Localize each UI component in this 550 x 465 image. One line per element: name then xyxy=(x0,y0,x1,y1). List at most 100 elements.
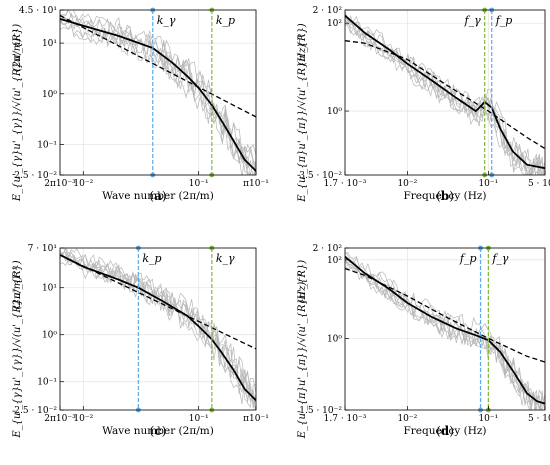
panel-caption: (a) xyxy=(149,189,166,203)
individual-spectrum-line xyxy=(345,23,545,175)
plot-frame xyxy=(344,247,546,411)
x-tick-label: 10⁻¹ xyxy=(189,414,209,424)
individual-spectrum-line xyxy=(345,261,545,410)
panel-caption: (d) xyxy=(436,424,454,438)
fit-line xyxy=(345,40,545,150)
y-tick-label: 10² xyxy=(327,19,342,29)
individual-spectrum-line xyxy=(345,260,545,410)
x-tick-label: 10⁻² xyxy=(73,179,93,189)
x-tick-label: 10⁻² xyxy=(73,414,93,424)
chart-panel-d: f_p f_γ 1.7 · 10⁻³ 10⁻² 10⁻¹ 5 · 10⁻¹ 2 · 10² 1… xyxy=(297,244,550,439)
caption-letter: b xyxy=(441,189,449,203)
individual-spectrum-line xyxy=(60,10,256,155)
x-axis-label: Wave number (2π/m) xyxy=(102,190,214,202)
plot-area xyxy=(60,10,256,175)
y-tick-label: 2.5 · 10⁻² xyxy=(14,406,57,416)
caption-close: ) xyxy=(449,424,454,438)
plot-area xyxy=(345,251,545,410)
plot-frame xyxy=(59,247,257,411)
individual-spectrum-line xyxy=(60,251,256,410)
marker-label: k_p xyxy=(216,14,235,27)
individual-spectrum-line xyxy=(60,252,256,403)
marker-label: f_p xyxy=(459,252,477,265)
caption-close: ) xyxy=(162,189,167,203)
y-tick-label: 10⁰ xyxy=(42,331,57,341)
x-tick-label: 10⁻² xyxy=(397,414,417,424)
panel-caption: (c) xyxy=(150,424,167,438)
chart-panel-a: k_γ k_p 2π10⁻³10⁻² 10⁻¹ π10⁻¹ 4.5 · 10¹ 10¹ 10⁰… xyxy=(12,6,269,203)
x-tick-label: 2π10⁻³ xyxy=(44,414,76,424)
marker-label: k_p xyxy=(142,252,161,265)
fit-line xyxy=(345,267,545,363)
plot-area xyxy=(60,248,256,410)
y-tick-label: 10⁰ xyxy=(42,90,57,100)
individual-spectrum-line xyxy=(60,252,256,409)
mean-spectrum-line xyxy=(60,254,256,402)
marker-label: k_γ xyxy=(216,252,235,265)
individual-spectrum-line xyxy=(345,19,541,175)
plot-area xyxy=(345,11,545,175)
marker-label: f_p xyxy=(495,14,513,27)
y-axis-label: E_{u'_{γ}u'_{γ}}/√(u'_{R}u'_{R}) xyxy=(12,260,23,438)
individual-spectrum-line xyxy=(60,248,256,409)
plot-frame xyxy=(344,9,546,176)
caption-close: ) xyxy=(162,424,167,438)
mean-spectrum-line xyxy=(345,14,545,170)
x-tick-label: 10⁻² xyxy=(397,179,417,189)
y-tick-label: 10⁻¹ xyxy=(37,378,57,388)
x-axis-label: Frequency (Hz) xyxy=(403,190,486,202)
caption-letter: a xyxy=(154,189,162,203)
y-axis-unit: (2π/m)⁻¹ xyxy=(12,267,23,310)
y-axis-unit: (Hz)⁻¹ xyxy=(297,34,308,65)
panel-caption: (b) xyxy=(436,189,454,203)
marker-label: k_γ xyxy=(157,14,176,27)
marker-label: f_γ xyxy=(491,252,509,265)
individual-spectrum-line xyxy=(60,13,252,175)
y-tick-label: 2 · 10² xyxy=(313,244,343,254)
y-tick-label: 10¹ xyxy=(42,284,57,294)
y-tick-label: 10¹ xyxy=(42,39,57,49)
individual-spectrum-line xyxy=(60,258,256,410)
caption-close: ) xyxy=(449,189,454,203)
x-tick-label: 5 · 10⁻¹ xyxy=(528,414,550,424)
plot-frame xyxy=(59,9,257,176)
x-axis-label: Frequency (Hz) xyxy=(403,425,486,437)
y-tick-label: 10⁻¹ xyxy=(37,140,57,150)
individual-spectrum-line xyxy=(60,251,256,404)
y-tick-label: 2 · 10² xyxy=(313,6,343,16)
y-axis-label: E_{u'_{π}u'_{π}}/√(u'_{R}u'_{R}) xyxy=(297,260,308,440)
x-tick-label: π10⁻¹ xyxy=(243,179,269,189)
x-tick-label: 1.7 · 10⁻³ xyxy=(324,179,367,189)
y-tick-label: 1.5 · 10⁻² xyxy=(299,406,342,416)
chart-panel-c: k_p k_γ 2π10⁻³10⁻² 10⁻¹ π10⁻¹ 7 · 10¹ 10¹ 10⁰ 10… xyxy=(12,244,269,439)
individual-spectrum-line xyxy=(345,265,545,410)
y-tick-label: 2.5 · 10⁻² xyxy=(14,171,57,181)
individual-spectrum-line xyxy=(60,18,256,175)
y-tick-label: 7 · 10¹ xyxy=(28,244,57,254)
y-axis-label: E_{u'_{π}u'_{π}}/√(u'_{R}u'_{R}) xyxy=(297,23,308,203)
x-tick-label: π10⁻¹ xyxy=(243,414,269,424)
y-tick-label: 10² xyxy=(327,256,342,266)
y-tick-label: 10⁰ xyxy=(327,334,342,344)
caption-letter: c xyxy=(154,424,161,438)
caption-open: ( xyxy=(436,424,441,438)
mean-spectrum-line xyxy=(345,256,545,405)
x-tick-label: 1.7 · 10⁻³ xyxy=(324,414,367,424)
individual-spectrum-line xyxy=(63,248,256,404)
caption-open: ( xyxy=(436,189,441,203)
caption-letter: d xyxy=(441,424,450,438)
individual-spectrum-line xyxy=(60,20,256,175)
mean-spectrum-line xyxy=(60,18,256,172)
marker-label: f_γ xyxy=(464,14,482,27)
y-tick-label: 3.5 · 10⁻² xyxy=(299,171,342,181)
caption-open: ( xyxy=(150,424,155,438)
x-axis-label: Wave number (2π/m) xyxy=(102,425,214,437)
x-tick-label: 10⁻¹ xyxy=(189,179,209,189)
caption-open: ( xyxy=(149,189,154,203)
y-axis-unit: (2π/m)⁻¹ xyxy=(12,29,23,72)
individual-spectrum-line xyxy=(345,251,545,408)
chart-panel-b: f_γ f_p 1.7 · 10⁻³ 10⁻² 10⁻¹ 5 · 10⁻¹ 2 · 10² 1… xyxy=(297,6,550,203)
fit-line xyxy=(60,254,256,350)
y-axis-unit: (Hz)⁻¹ xyxy=(297,272,308,303)
